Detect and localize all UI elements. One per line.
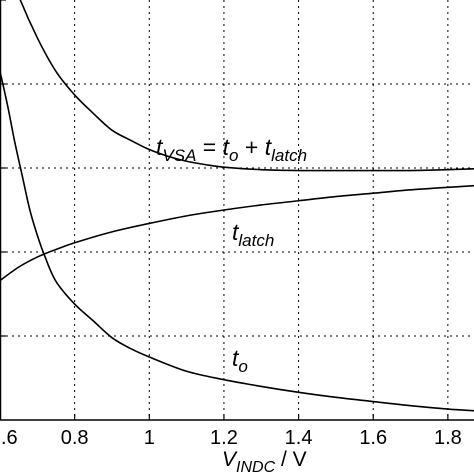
annotation-tlatch: tlatch	[232, 219, 274, 250]
to-sub: o	[238, 357, 247, 376]
x-axis-label: VINDC / V	[222, 448, 307, 474]
tvsa-eq: =	[196, 134, 222, 160]
xlabel-slash: /	[275, 448, 293, 471]
tlatch-t: t	[232, 219, 240, 245]
x-tick-label: 1	[144, 427, 155, 449]
tvsa-sub2: o	[229, 146, 238, 165]
series-line-t-latch	[0, 184, 474, 282]
tlatch-sub: latch	[238, 231, 274, 250]
x-tick-label: 1.8	[434, 427, 462, 449]
tvsa-t2: t	[223, 134, 231, 160]
to-t: t	[232, 345, 240, 371]
tvsa-sub3: latch	[271, 146, 307, 165]
axes	[0, 0, 474, 421]
xlabel-sub: INDC	[236, 459, 276, 474]
annotation-tvsa: tVSA = to + tlatch	[156, 134, 307, 165]
series-group	[0, 0, 474, 412]
x-tick-label: 1.2	[210, 427, 238, 449]
xlabel-unit: V	[293, 448, 307, 471]
x-tick-labels: .6 0.8 1 1.2 1.4 1.6 1.8	[1, 427, 462, 449]
x-tick-label: 0.8	[61, 427, 89, 449]
tvsa-t1: t	[156, 134, 164, 160]
x-tick-label: 1.4	[285, 427, 313, 449]
tvsa-sub1: VSA	[162, 146, 196, 165]
x-tick-label: 1.6	[359, 427, 387, 449]
series-line-t-vsa	[19, 0, 474, 172]
xlabel-main: V	[222, 448, 238, 471]
tvsa-plus: +	[239, 134, 265, 160]
series-line-t-o	[0, 71, 474, 412]
annotation-to: to	[232, 345, 248, 376]
x-tick-label: .6	[1, 427, 18, 449]
tvsa-t3: t	[265, 134, 273, 160]
